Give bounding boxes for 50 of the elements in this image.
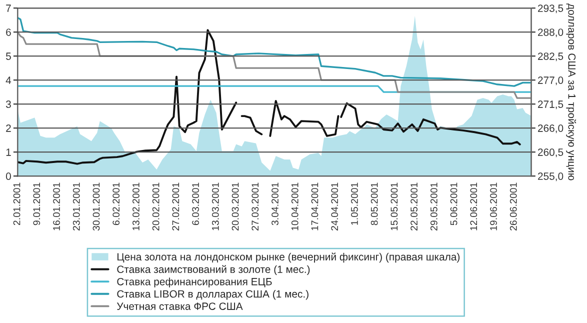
y2-tick-label: 260,5 — [538, 148, 564, 158]
x-tick-label: 1.05.2001 — [351, 182, 358, 225]
x-tick-label: 26.06.2001 — [510, 182, 517, 230]
x-tick-label: 20.02.2001 — [152, 182, 160, 230]
x-tick-label: 8.05.2001 — [370, 182, 378, 226]
x-tick-label: 23.01.2001 — [72, 182, 80, 230]
x-tick-label: 22.05.2001 — [410, 182, 418, 230]
x-tick-label: 16.01.2001 — [53, 182, 60, 230]
x-tick-label: 19.06.2001 — [490, 182, 497, 230]
line-series — [18, 31, 532, 99]
y-tick-label: 0 — [6, 172, 11, 180]
legend-label: Ставка рефинансирования ЕЦБ — [117, 278, 272, 288]
y2-tick-label: 271,5 — [538, 100, 564, 110]
x-tick-label: 6.02.2001 — [112, 182, 120, 226]
x-tick-label: 15.05.2001 — [390, 182, 398, 230]
y-tick-label: 3 — [6, 100, 11, 108]
y-tick-label: 5 — [6, 52, 11, 60]
x-tick-label: 29.05.2001 — [430, 182, 438, 230]
legend-label: Ставка LIBOR в долларах США (1 мес.) — [117, 290, 308, 300]
y2-tick-label: 282,5 — [538, 52, 564, 62]
x-tick-label: 27.03.2001 — [252, 182, 259, 230]
x-tick-label: 27.02.2001 — [172, 182, 180, 230]
x-tick-label: 3.04.2001 — [272, 182, 278, 226]
y-tick-label: 1 — [6, 148, 11, 156]
y2-tick-label: 266,0 — [538, 124, 564, 134]
x-tick-label: 12.06.2001 — [470, 182, 478, 230]
line-series — [18, 16, 532, 87]
y-tick-label: 2 — [6, 124, 11, 132]
x-tick-label: 17.04.2001 — [311, 182, 318, 230]
x-tick-label: 20.03.2001 — [232, 182, 239, 230]
y2-axis-title: долларов США за 1 тройскую унцию — [566, 4, 576, 180]
y2-tick-label: 255,0 — [538, 172, 564, 182]
legend-label: Цена золота на лондонском рынке (вечерний фиксинг) (правая шкала) — [117, 252, 460, 263]
x-tick-label: 24.04.2001 — [331, 182, 338, 230]
x-tick-label: 2.01.2001 — [13, 182, 20, 226]
y2-tick-label: 288,0 — [538, 28, 564, 38]
x-tick-label: 13.03.2001 — [212, 182, 219, 230]
y2-tick-label: 277,0 — [538, 76, 564, 86]
x-tick-label: 13.02.2001 — [132, 182, 140, 230]
x-tick-label: 30.01.2001 — [92, 182, 100, 231]
x-tick-label: 5.06.2001 — [450, 182, 458, 226]
x-tick-label: 9.01.2001 — [33, 182, 40, 226]
legend-label: Ставка заимствований в золоте (1 мес.) — [117, 265, 310, 276]
y-tick-label: 6 — [6, 28, 11, 36]
x-tick-label: 10.04.2001 — [291, 182, 298, 230]
x-tick-label: 6.03.2001 — [192, 182, 199, 226]
y2-tick-label: 293,5 — [538, 4, 564, 14]
legend-label: Учетная ставка ФРС США — [116, 302, 243, 310]
y-tick-label: 7 — [6, 4, 11, 12]
y-tick-label: 4 — [6, 76, 12, 84]
